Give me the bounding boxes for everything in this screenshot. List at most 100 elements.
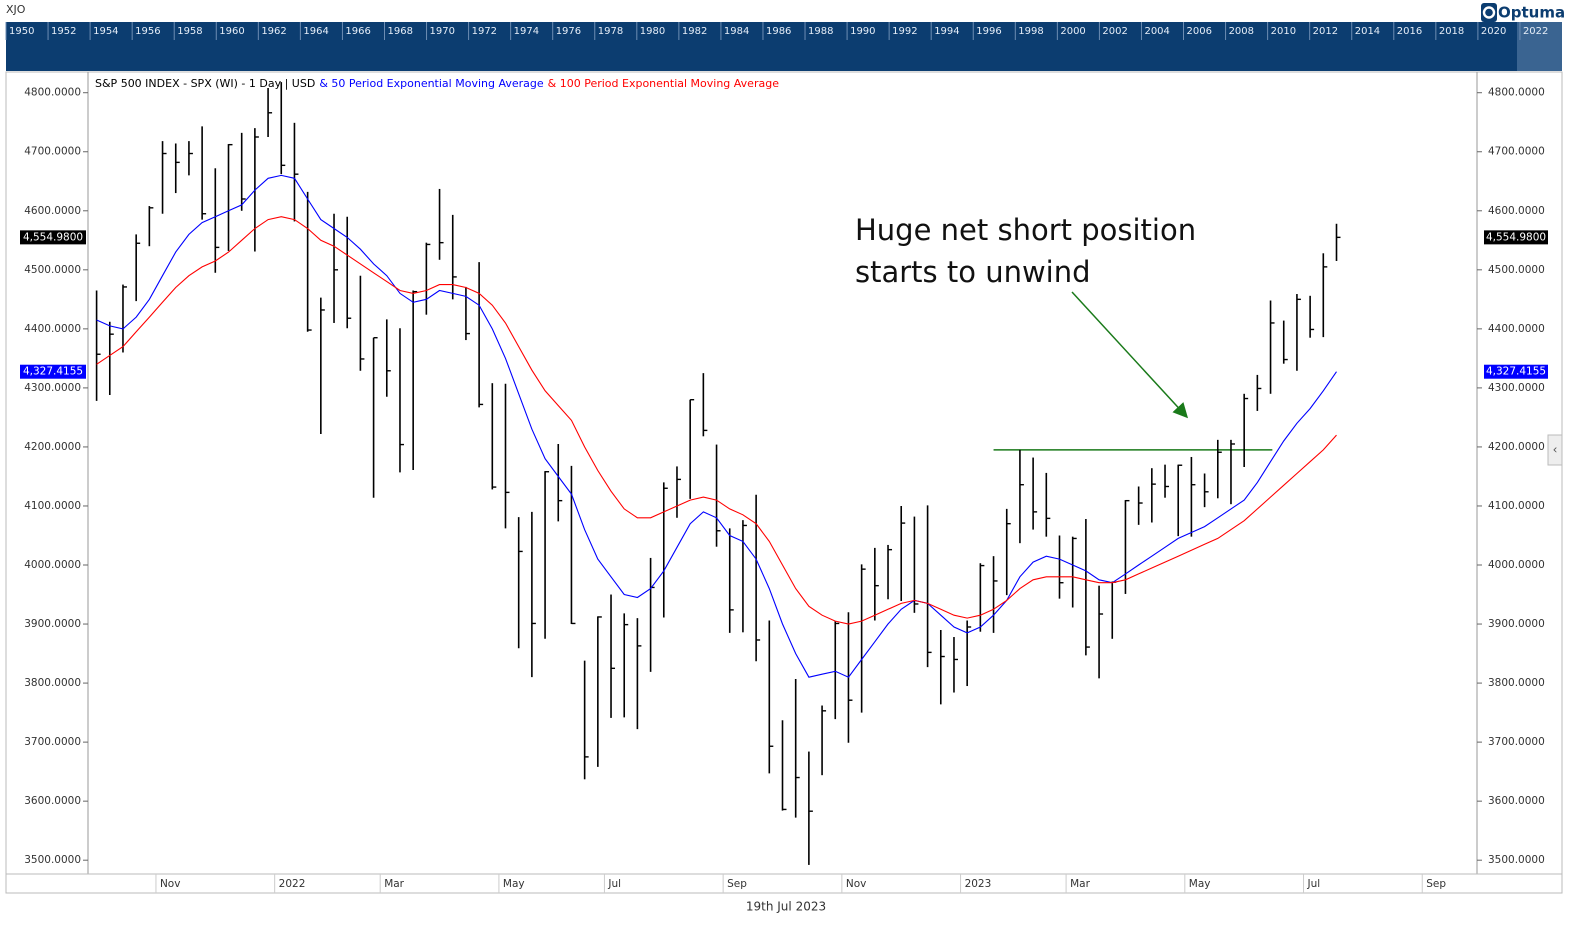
- navigator-year: 1960: [219, 26, 244, 37]
- y-tick-label: 4800.0000: [24, 87, 81, 99]
- navigator-year: 1988: [808, 26, 833, 37]
- x-tick-label: Sep: [1426, 878, 1446, 890]
- navigator-year: 2000: [1060, 26, 1085, 37]
- price-label: 4,554.9800: [23, 231, 83, 243]
- legend-entry: & 50 Period Exponential Moving Average: [319, 77, 544, 90]
- navigator-year: 2022: [1523, 26, 1548, 37]
- navigator-year: 2004: [1144, 26, 1169, 37]
- y-tick-label: 4200.0000: [24, 441, 81, 453]
- price-label-box: [1484, 230, 1548, 245]
- navigator-year: 1974: [514, 26, 539, 37]
- date-label: 19th Jul 2023: [746, 900, 826, 914]
- side-tab-icon[interactable]: ‹: [1553, 443, 1558, 457]
- navigator-year: 1966: [345, 26, 370, 37]
- y-tick-label: 4100.0000: [1488, 500, 1545, 512]
- symbol: XJO: [6, 3, 26, 16]
- x-tick-label: Jul: [1307, 878, 1321, 890]
- price-label: 4,327.4155: [1486, 366, 1546, 378]
- x-tick-label: Mar: [384, 878, 404, 890]
- ema-line: [96, 216, 1337, 625]
- navigator-year: 2014: [1355, 26, 1380, 37]
- navigator-year: 1994: [934, 26, 959, 37]
- y-tick-label: 4700.0000: [1488, 146, 1545, 158]
- navigator-year: 2012: [1313, 26, 1338, 37]
- x-tick-label: Sep: [727, 878, 747, 890]
- y-tick-label: 4000.0000: [1488, 559, 1545, 571]
- navigator-year: 1998: [1018, 26, 1043, 37]
- side-tab[interactable]: [1547, 434, 1563, 466]
- navigator-year: 1976: [556, 26, 581, 37]
- x-tick-label: May: [1189, 878, 1211, 890]
- y-tick-label: 4600.0000: [24, 205, 81, 217]
- y-tick-label: 3900.0000: [24, 618, 81, 630]
- navigator-year: 2002: [1102, 26, 1127, 37]
- navigator-year: 1962: [261, 26, 286, 37]
- price-label-box: [20, 230, 86, 245]
- y-tick-label: 4500.0000: [24, 264, 81, 276]
- y-tick-label: 4800.0000: [1488, 87, 1545, 99]
- navigator[interactable]: [6, 22, 1562, 71]
- y-tick-label: 4300.0000: [1488, 382, 1545, 394]
- brand-icon-ring: [1482, 6, 1496, 19]
- price-label-box: [1484, 364, 1548, 379]
- navigator-year: 1956: [135, 26, 160, 37]
- navigator-year: 2016: [1397, 26, 1422, 37]
- y-tick-label: 3600.0000: [24, 795, 81, 807]
- legend-entry: & 100 Period Exponential Moving Average: [548, 77, 780, 90]
- annotation: Huge net short position: [855, 213, 1196, 247]
- navigator-year: 1980: [640, 26, 665, 37]
- y-tick-label: 3600.0000: [1488, 795, 1545, 807]
- y-tick-label: 3700.0000: [1488, 736, 1545, 748]
- navigator-year: 1990: [850, 26, 875, 37]
- navigator-year: 1972: [472, 26, 497, 37]
- y-tick-label: 4700.0000: [24, 146, 81, 158]
- navigator-year: 2010: [1271, 26, 1296, 37]
- navigator-year: 1992: [892, 26, 917, 37]
- brand-icon: [1481, 3, 1497, 22]
- navigator-year: 2018: [1439, 26, 1464, 37]
- y-tick-label: 4100.0000: [24, 500, 81, 512]
- navigator-year: 2006: [1187, 26, 1212, 37]
- navigator-year: 1952: [51, 26, 76, 37]
- navigator-year: 1978: [598, 26, 623, 37]
- price-label: 4,327.4155: [23, 366, 83, 378]
- navigator-window[interactable]: [1517, 22, 1562, 71]
- x-tick-label: May: [503, 878, 525, 890]
- y-tick-label: 4600.0000: [1488, 205, 1545, 217]
- navigator-year: 1984: [724, 26, 749, 37]
- brand: Optuma: [1498, 4, 1565, 22]
- y-tick-label: 3700.0000: [24, 736, 81, 748]
- x-tick-label: Nov: [846, 878, 867, 890]
- x-tick-label: Nov: [160, 878, 181, 890]
- navigator-year: 1996: [976, 26, 1001, 37]
- x-tick-label: 2022: [279, 878, 306, 890]
- y-tick-label: 3500.0000: [1488, 854, 1545, 866]
- y-tick-label: 3800.0000: [1488, 677, 1545, 689]
- legend-entry: S&P 500 INDEX - SPX (WI) - 1 Day | USD: [95, 77, 315, 90]
- navigator-year: 2020: [1481, 26, 1506, 37]
- annotation-arrow: [1071, 291, 1189, 419]
- navigator-year: 1964: [303, 26, 328, 37]
- ema-line: [96, 174, 1337, 678]
- y-tick-label: 4500.0000: [1488, 264, 1545, 276]
- y-tick-label: 4400.0000: [24, 323, 81, 335]
- y-tick-label: 4400.0000: [1488, 323, 1545, 335]
- y-tick-label: 4300.0000: [24, 382, 81, 394]
- price-label-box: [20, 364, 86, 379]
- y-tick-label: 3500.0000: [24, 854, 81, 866]
- navigator-year: 2008: [1229, 26, 1254, 37]
- frame: [5, 71, 1563, 894]
- navigator-year: 1968: [387, 26, 412, 37]
- price-label: 4,554.9800: [1486, 231, 1546, 243]
- y-tick-label: 3800.0000: [24, 677, 81, 689]
- x-tick-label: 2023: [965, 878, 992, 890]
- navigator-year: 1982: [682, 26, 707, 37]
- y-tick-label: 4200.0000: [1488, 441, 1545, 453]
- navigator-year: 1950: [9, 26, 34, 37]
- y-tick-label: 3900.0000: [1488, 618, 1545, 630]
- y-tick-label: 4000.0000: [24, 559, 81, 571]
- x-tick-label: Mar: [1070, 878, 1090, 890]
- navigator-year: 1954: [93, 26, 118, 37]
- navigator-year: 1958: [177, 26, 202, 37]
